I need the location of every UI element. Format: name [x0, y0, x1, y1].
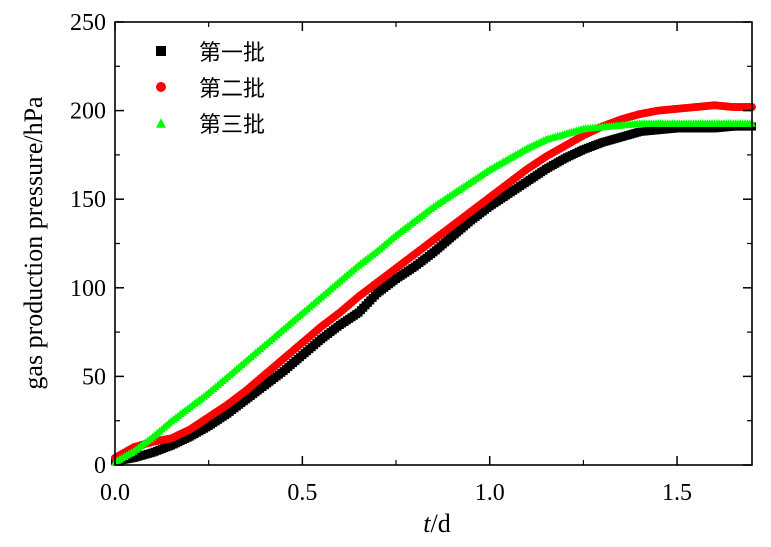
- y-tick-label: 0: [94, 453, 106, 479]
- legend-label: 第二批: [199, 77, 265, 102]
- legend-marker: [156, 46, 166, 56]
- x-axis-title: t/d: [423, 509, 450, 538]
- x-tick-label: 0.0: [100, 480, 130, 506]
- y-tick-label: 200: [70, 99, 106, 125]
- legend-item: 第三批: [156, 113, 265, 138]
- legend-label: 第一批: [199, 41, 265, 66]
- legend-item: 第二批: [156, 77, 265, 102]
- y-tick-label: 150: [70, 187, 106, 213]
- tick-labels: 0.0 0.5 1.0 1.5 0 50 100 150 200 250: [70, 10, 692, 506]
- series-1: [111, 122, 756, 466]
- legend-label: 第三批: [199, 113, 265, 138]
- y-tick-label: 250: [70, 10, 106, 36]
- legend-item: 第一批: [156, 41, 265, 66]
- x-axis-title-variable: t: [423, 509, 431, 538]
- series-2: [111, 101, 756, 462]
- x-tick-label: 1.0: [475, 480, 505, 506]
- x-tick-label: 0.5: [287, 480, 317, 506]
- legend-marker: [156, 82, 166, 92]
- legend-marker: [156, 118, 166, 128]
- y-tick-label: 100: [70, 276, 106, 302]
- y-tick-label: 50: [82, 364, 106, 390]
- axis-ticks: [114, 21, 752, 466]
- y-axis-title: gas production pressure/hPa: [19, 96, 48, 390]
- series-layer: [111, 101, 756, 466]
- x-tick-label: 1.5: [662, 480, 692, 506]
- x-axis-title-unit: /d: [431, 509, 451, 538]
